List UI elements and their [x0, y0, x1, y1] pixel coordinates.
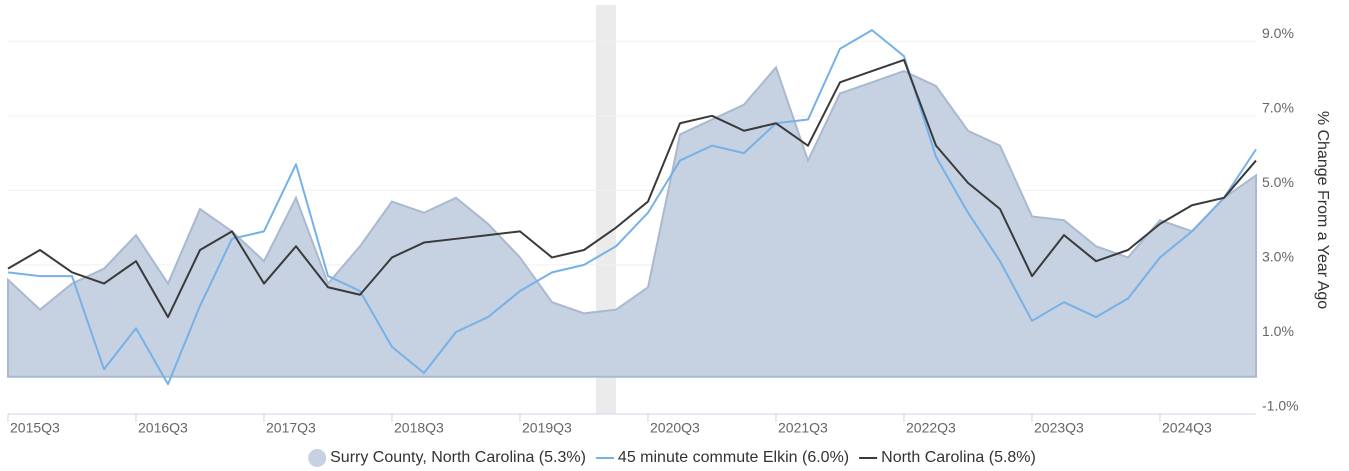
y-tick-label: 3.0% — [1262, 249, 1294, 265]
y-tick-label: 9.0% — [1262, 25, 1294, 41]
y-axis-label: % Change From a Year Ago — [1314, 111, 1331, 309]
line — [7, 29, 1257, 386]
legend-label: North Carolina (5.8%) — [881, 449, 1036, 466]
x-tick-label: 2023Q3 — [1034, 420, 1084, 436]
area — [7, 65, 1257, 378]
x-tick-label: 2016Q3 — [138, 420, 188, 436]
line — [7, 58, 1257, 319]
legend: Surry County, North Carolina (5.3%) 45 mi… — [308, 449, 1036, 467]
legend-marker — [308, 449, 327, 467]
x-tick-label: 2015Q3 — [10, 420, 60, 436]
x-tick-label: 2019Q3 — [522, 420, 572, 436]
x-tick-label: 2020Q3 — [650, 420, 700, 436]
x-tick-label: 2022Q3 — [906, 420, 956, 436]
legend-label: 45 minute commute Elkin (6.0%) — [618, 449, 849, 466]
y-tick-label: 1.0% — [1262, 323, 1294, 339]
y-tick-label: 7.0% — [1262, 100, 1294, 116]
x-tick-label: 2018Q3 — [394, 420, 444, 436]
x-tick-label: 2021Q3 — [778, 420, 828, 436]
x-tick-label: 2024Q3 — [1162, 420, 1212, 436]
y-tick-label: 5.0% — [1262, 174, 1294, 190]
x-tick-label: 2017Q3 — [266, 420, 316, 436]
legend-label: Surry County, North Carolina (5.3%) — [330, 449, 586, 466]
y-tick-label: -1.0% — [1262, 398, 1299, 414]
